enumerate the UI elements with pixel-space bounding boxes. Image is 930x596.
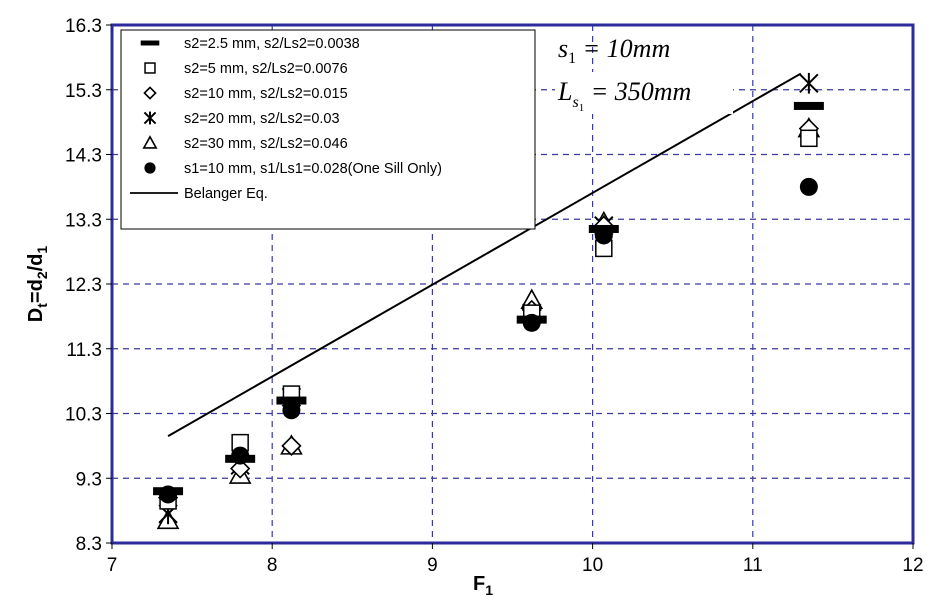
diamond-marker bbox=[230, 458, 251, 479]
dash-marker bbox=[153, 487, 184, 496]
diamond-marker bbox=[143, 86, 157, 100]
legend-item: s2=2.5 mm, s2/Ls2=0.0038 bbox=[140, 36, 360, 52]
x-tick-label: 10 bbox=[582, 555, 603, 576]
x-axis-tick-labels: 7 8 9 10 11 12 bbox=[107, 543, 924, 576]
circle-marker bbox=[144, 162, 156, 174]
dash-marker bbox=[276, 396, 307, 405]
y-tick-label: 11.3 bbox=[66, 340, 102, 361]
y-axis-label: Dt=d2/d1 bbox=[25, 246, 50, 323]
annotation-background bbox=[555, 72, 733, 114]
star-marker bbox=[799, 72, 819, 94]
y-tick-label: 10.3 bbox=[65, 405, 102, 426]
y-tick-label: 9.3 bbox=[76, 469, 102, 490]
annotation-s1: s1 = 10mm bbox=[558, 34, 670, 67]
x-tick-label: 8 bbox=[267, 555, 278, 576]
y-tick-label: 13.3 bbox=[65, 210, 102, 231]
legend-item: s2=10 mm, s2/Ls2=0.015 bbox=[143, 86, 348, 102]
legend-label: Belanger Eq. bbox=[184, 186, 268, 202]
y-tick-label: 8.3 bbox=[76, 534, 102, 555]
diamond-marker bbox=[281, 435, 302, 457]
x-tick-label: 9 bbox=[427, 555, 438, 576]
series-dash bbox=[153, 101, 824, 496]
legend-label: s1=10 mm, s1/Ls1=0.028(One Sill Only) bbox=[184, 161, 442, 177]
legend-item: s2=20 mm, s2/Ls2=0.03 bbox=[143, 111, 340, 127]
x-tick-label: 11 bbox=[743, 555, 763, 576]
legend-item: Belanger Eq. bbox=[130, 186, 268, 202]
dash-marker bbox=[140, 40, 160, 46]
y-tick-label: 14.3 bbox=[65, 146, 102, 167]
annotation-ls1: Ls1 = 350mm bbox=[557, 77, 691, 114]
legend-item: s2=5 mm, s2/Ls2=0.0076 bbox=[144, 61, 348, 77]
y-tick-label: 15.3 bbox=[65, 81, 102, 102]
x-axis-label: F1 bbox=[473, 573, 493, 596]
data-series bbox=[153, 72, 824, 530]
square-marker bbox=[144, 62, 156, 74]
belanger-line bbox=[167, 72, 802, 438]
series-line bbox=[167, 72, 802, 438]
square-marker bbox=[800, 129, 818, 148]
legend-item: s2=30 mm, s2/Ls2=0.046 bbox=[142, 135, 348, 152]
dash-marker bbox=[225, 454, 256, 463]
dash-marker bbox=[793, 101, 824, 110]
circle-marker bbox=[799, 177, 818, 196]
y-tick-label: 16.3 bbox=[65, 16, 102, 37]
dash-marker bbox=[516, 315, 547, 324]
triangle-marker bbox=[142, 135, 158, 149]
legend: s2=2.5 mm, s2/Ls2=0.0038 s2=5 mm, s2/Ls2=… bbox=[130, 36, 442, 202]
circle-marker bbox=[282, 401, 301, 420]
legend-label: s2=30 mm, s2/Ls2=0.046 bbox=[184, 136, 348, 152]
dash-marker bbox=[588, 224, 619, 233]
y-tick-label: 12.3 bbox=[65, 275, 102, 296]
star-marker bbox=[143, 111, 157, 125]
legend-item: s1=10 mm, s1/Ls1=0.028(One Sill Only) bbox=[144, 161, 442, 177]
legend-label: s2=10 mm, s2/Ls2=0.015 bbox=[184, 86, 348, 102]
legend-box bbox=[120, 29, 536, 230]
legend-label: s2=2.5 mm, s2/Ls2=0.0038 bbox=[184, 36, 360, 52]
x-tick-label: 12 bbox=[902, 555, 923, 576]
y-axis-tick-labels: 8.3 9.3 10.3 11.3 12.3 13.3 14.3 15.3 16.3 bbox=[65, 16, 112, 555]
legend-label: s2=20 mm, s2/Ls2=0.03 bbox=[184, 111, 340, 127]
legend-label: s2=5 mm, s2/Ls2=0.0076 bbox=[184, 61, 348, 77]
x-tick-label: 7 bbox=[107, 555, 118, 576]
